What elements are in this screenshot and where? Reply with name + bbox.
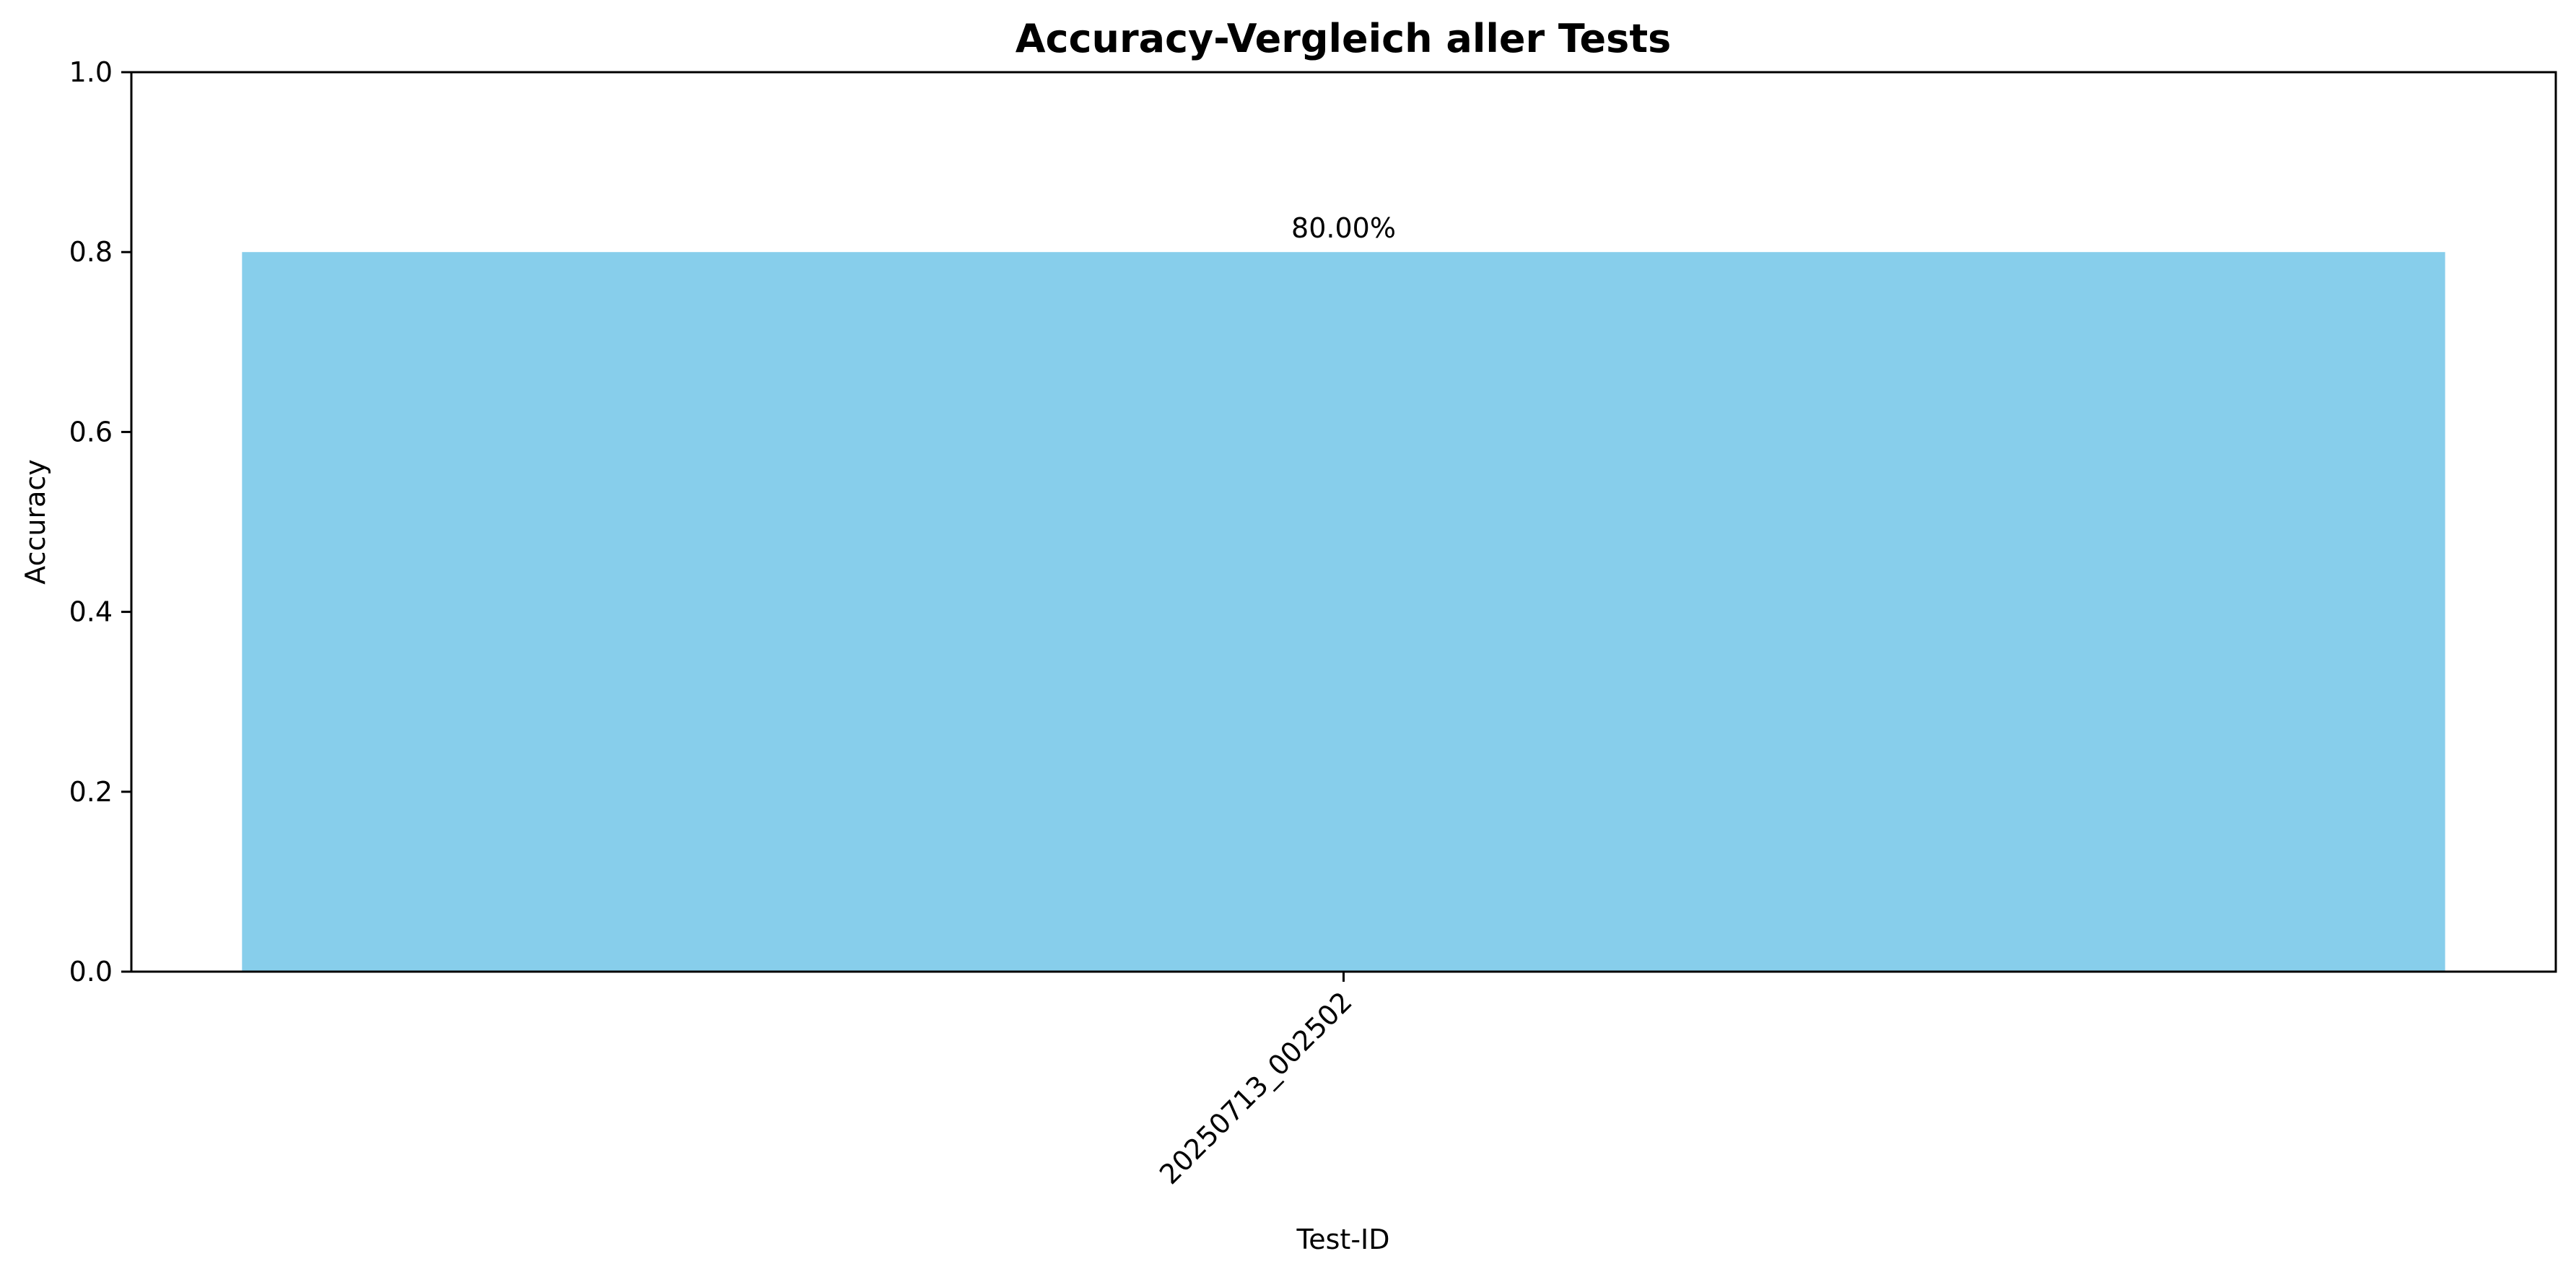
- y-axis-label: Accuracy: [19, 459, 51, 585]
- y-tick-label: 0.2: [69, 776, 113, 808]
- y-tick-label: 0.4: [69, 596, 113, 628]
- x-axis-label: Test-ID: [1296, 1224, 1389, 1255]
- bar: [242, 252, 2445, 972]
- chart-title: Accuracy-Vergleich aller Tests: [1016, 16, 1672, 61]
- bar-data-label: 80.00%: [1291, 212, 1396, 244]
- y-tick-label: 0.8: [69, 236, 113, 268]
- y-tick-label: 1.0: [69, 56, 113, 88]
- y-tick-label: 0.0: [69, 956, 113, 988]
- plot-area: 80.00%: [242, 212, 2445, 972]
- plot-frame: [130, 71, 2557, 973]
- y-tick-label: 0.6: [69, 416, 113, 448]
- y-axis: 0.0 0.2 0.4 0.6 0.8 1.0: [69, 56, 131, 988]
